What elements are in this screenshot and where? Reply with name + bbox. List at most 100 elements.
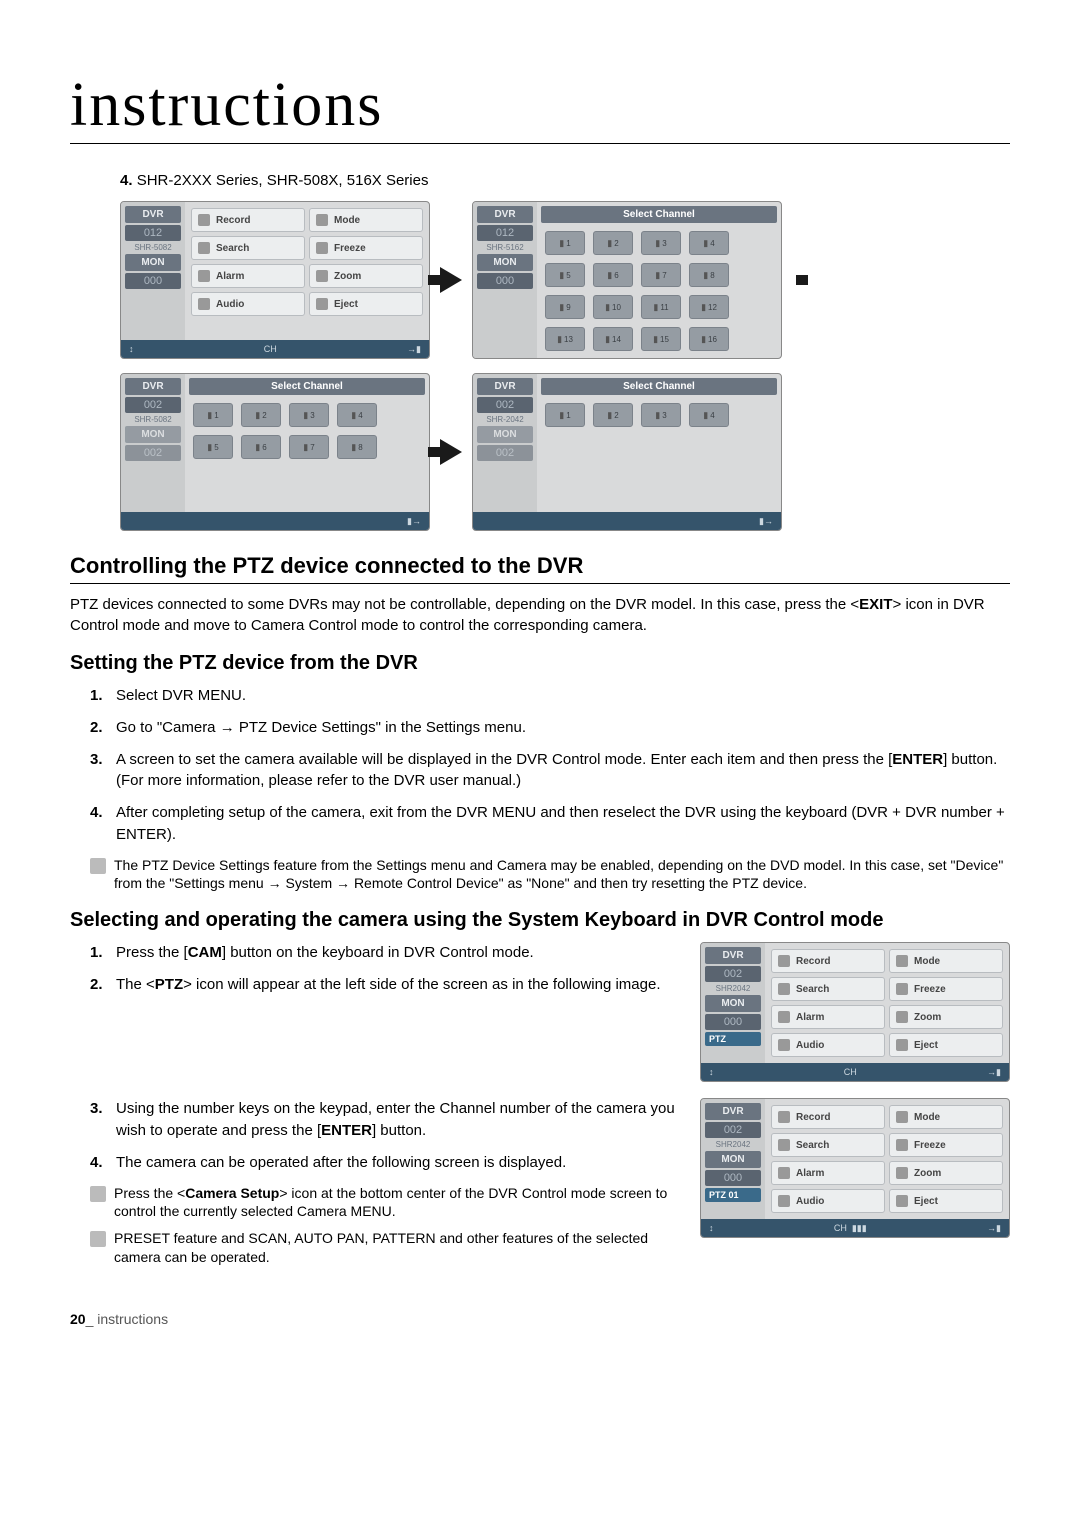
dvr-value: 002 — [125, 397, 181, 413]
channel-button[interactable]: 4 — [689, 403, 729, 427]
record-button[interactable]: Record — [771, 1105, 885, 1129]
zoom-button[interactable]: Zoom — [889, 1005, 1003, 1029]
channel-button[interactable]: 15 — [641, 327, 681, 351]
zoom-icon — [316, 270, 328, 282]
freeze-button[interactable]: Freeze — [889, 977, 1003, 1001]
panel-sidebar: DVR 012 SHR-5082 MON 000 — [121, 202, 185, 340]
arrow-icon — [440, 267, 462, 293]
dvr-value: 002 — [477, 397, 533, 413]
channel-button[interactable]: 2 — [593, 403, 633, 427]
zoom-button[interactable]: Zoom — [309, 264, 423, 288]
mode-button[interactable]: Mode — [889, 949, 1003, 973]
channel-button[interactable]: 3 — [641, 403, 681, 427]
camera-setup-footer-icon[interactable]: ▮▮▮ — [852, 1223, 867, 1233]
footer-label: instructions — [97, 1311, 168, 1327]
dvr-label: DVR — [477, 206, 533, 223]
panel-footer: ↕ CH →▮ — [121, 340, 429, 358]
channel-button[interactable]: 3 — [289, 403, 329, 427]
channel-grid-16: 1 2 3 4 5 6 7 8 9 10 11 12 13 14 15 16 — [537, 223, 781, 359]
panel-footer: ▮→ — [473, 512, 781, 530]
model-label: SHR-5082 — [125, 415, 181, 424]
alarm-icon — [778, 1167, 790, 1179]
channel-button[interactable]: 2 — [241, 403, 281, 427]
channel-button[interactable]: 7 — [289, 435, 329, 459]
channel-button[interactable]: 1 — [545, 403, 585, 427]
alarm-button[interactable]: Alarm — [191, 264, 305, 288]
channel-button[interactable]: 6 — [241, 435, 281, 459]
alarm-icon — [198, 270, 210, 282]
page-number: 20 — [70, 1311, 86, 1327]
search-button[interactable]: Search — [771, 977, 885, 1001]
select-camera-steps-2: 3.Using the number keys on the keypad, e… — [90, 1098, 680, 1173]
eject-icon — [896, 1039, 908, 1051]
panel-ptz-after: DVR 002 SHR2042 MON 000 PTZ 01 Record Mo… — [700, 1098, 1010, 1238]
channel-button[interactable]: 5 — [193, 435, 233, 459]
channel-button[interactable]: 2 — [593, 231, 633, 255]
freeze-icon — [896, 1139, 908, 1151]
channel-button[interactable]: 11 — [641, 295, 681, 319]
record-button[interactable]: Record — [191, 208, 305, 232]
channel-button[interactable]: 6 — [593, 263, 633, 287]
channel-button[interactable]: 13 — [545, 327, 585, 351]
zoom-button[interactable]: Zoom — [889, 1161, 1003, 1185]
panel-footer: ▮→ — [121, 512, 429, 530]
channel-button[interactable]: 4 — [689, 231, 729, 255]
channel-button[interactable]: 5 — [545, 263, 585, 287]
arrow-continuation-icon — [796, 275, 808, 285]
eject-button[interactable]: Eject — [889, 1189, 1003, 1213]
channel-button[interactable]: 14 — [593, 327, 633, 351]
arrow-icon — [440, 439, 462, 465]
model-label: SHR-2042 — [477, 415, 533, 424]
mode-button[interactable]: Mode — [309, 208, 423, 232]
dvr-label: DVR — [705, 947, 761, 964]
audio-button[interactable]: Audio — [771, 1033, 885, 1057]
eject-button[interactable]: Eject — [309, 292, 423, 316]
search-button[interactable]: Search — [771, 1133, 885, 1157]
ch-label: CH — [844, 1067, 857, 1077]
mon-value: 002 — [125, 445, 181, 461]
step-text: Press the [CAM] button on the keyboard i… — [116, 942, 680, 964]
channel-button[interactable]: 8 — [337, 435, 377, 459]
channel-button[interactable]: 8 — [689, 263, 729, 287]
footer-right-icon: →▮ — [407, 344, 421, 355]
note-text: PRESET feature and SCAN, AUTO PAN, PATTE… — [114, 1229, 680, 1267]
record-button[interactable]: Record — [771, 949, 885, 973]
channel-button[interactable]: 12 — [689, 295, 729, 319]
alarm-button[interactable]: Alarm — [771, 1005, 885, 1029]
step-text: After completing setup of the camera, ex… — [116, 802, 1010, 846]
zoom-icon — [896, 1167, 908, 1179]
dvr-value: 012 — [477, 225, 533, 241]
audio-icon — [778, 1195, 790, 1207]
dvr-value: 012 — [125, 225, 181, 241]
mon-label: MON — [705, 1151, 761, 1168]
panel-footer: ↕ CH →▮ — [701, 1063, 1009, 1081]
channel-button[interactable]: 16 — [689, 327, 729, 351]
page-title: instructions — [70, 70, 1010, 144]
ptz-badge: PTZ 01 — [705, 1188, 761, 1202]
panel-row-1: DVR 012 SHR-5082 MON 000 Record Mode Sea… — [120, 201, 1010, 359]
channel-button[interactable]: 1 — [545, 231, 585, 255]
mon-label: MON — [477, 254, 533, 271]
dvr-label: DVR — [125, 378, 181, 395]
mode-button[interactable]: Mode — [889, 1105, 1003, 1129]
freeze-button[interactable]: Freeze — [889, 1133, 1003, 1157]
channel-button[interactable]: 3 — [641, 231, 681, 255]
eject-button[interactable]: Eject — [889, 1033, 1003, 1057]
mon-value: 002 — [477, 445, 533, 461]
panel-channel-4: DVR 002 SHR-2042 MON 002 Select Channel … — [472, 373, 782, 531]
audio-button[interactable]: Audio — [771, 1189, 885, 1213]
channel-button[interactable]: 4 — [337, 403, 377, 427]
freeze-button[interactable]: Freeze — [309, 236, 423, 260]
model-label: SHR2042 — [705, 984, 761, 993]
alarm-button[interactable]: Alarm — [771, 1161, 885, 1185]
search-button[interactable]: Search — [191, 236, 305, 260]
channel-button[interactable]: 10 — [593, 295, 633, 319]
channel-button[interactable]: 1 — [193, 403, 233, 427]
footer-left-icon: ↕ — [129, 344, 134, 354]
channel-button[interactable]: 7 — [641, 263, 681, 287]
audio-button[interactable]: Audio — [191, 292, 305, 316]
mon-value: 000 — [705, 1014, 761, 1030]
channel-button[interactable]: 9 — [545, 295, 585, 319]
audio-icon — [198, 298, 210, 310]
note-ptz-settings: The PTZ Device Settings feature from the… — [90, 856, 1010, 894]
